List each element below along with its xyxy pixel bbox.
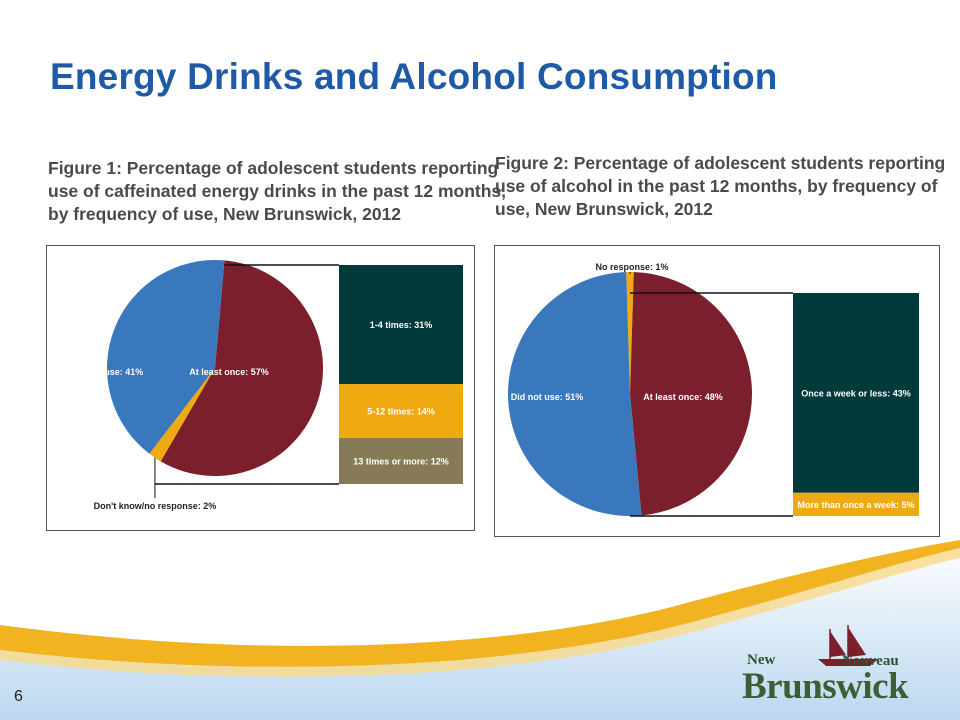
breakdown-label: Once a week or less: 43% [801, 388, 911, 398]
pie-slice-label: Don't know/no response: 2% [94, 501, 217, 511]
figure-1-caption: Figure 1: Percentage of adolescent stude… [48, 157, 507, 226]
pie-slice [626, 272, 634, 394]
logo-word-brunswick: Brunswick [742, 666, 909, 707]
breakdown-label: 1-4 times: 31% [370, 320, 433, 330]
figure-2-caption-line: use, New Brunswick, 2012 [495, 199, 713, 219]
figure-1-caption-line: use of caffeinated energy drinks in the … [48, 181, 507, 201]
figure-2-caption-line: use of alcohol in the past 12 months, by… [495, 176, 938, 196]
breakdown-label: 13 times or more: 12% [353, 456, 449, 466]
breakdown-label: More than once a week: 5% [797, 500, 914, 510]
breakdown-bar [339, 437, 463, 484]
pie-slice [630, 272, 752, 516]
pie-slice-label: At least once: 48% [643, 392, 723, 402]
pie-slice [507, 272, 642, 517]
new-brunswick-logo: New Nouveau Brunswick [742, 625, 947, 707]
wave-light-band [0, 548, 960, 677]
logo-word-new: New [747, 652, 776, 668]
pie-slice [106, 260, 225, 454]
figure-1-pie-svg: 1-4 times: 31% 5-12 times: 14% 13 times or… [71, 260, 463, 511]
breakdown-label: 5-12 times: 14% [367, 407, 435, 417]
pie-slice [149, 368, 215, 462]
page-number: 6 [14, 688, 23, 705]
wave-gold-band [0, 540, 960, 667]
slide-title: Energy Drinks and Alcohol Consumption [50, 56, 778, 97]
figure-2-caption-line: Figure 2: Percentage of adolescent stude… [495, 153, 946, 173]
figure-1-caption-line: by frequency of use, New Brunswick, 2012 [48, 204, 402, 224]
figure-2-caption: Figure 2: Percentage of adolescent stude… [495, 152, 946, 221]
figure-1-caption-line: Figure 1: Percentage of adolescent stude… [48, 158, 499, 178]
breakdown-bar [339, 384, 463, 438]
breakdown-bar [793, 293, 919, 493]
figure-2-pie-svg: Once a week or less: 43% More than once a… [507, 262, 919, 517]
logo-word-nouveau: Nouveau [842, 653, 899, 669]
pie-slice [160, 260, 323, 476]
ship-icon [818, 625, 878, 666]
breakdown-bar [793, 492, 919, 516]
figure-1-chart: 1-4 times: 31% 5-12 times: 14% 13 times or… [46, 245, 475, 531]
pie-slice-label: Did not use: 41% [71, 367, 144, 377]
pie-slice-label: At least once: 57% [189, 367, 269, 377]
pie-slice-label: Did not use: 51% [511, 392, 584, 402]
pie-slice-label: No response: 1% [595, 262, 668, 272]
figure-2-chart: Once a week or less: 43% More than once a… [494, 245, 940, 537]
breakdown-bar [339, 265, 463, 385]
decorative-wave [0, 540, 960, 720]
